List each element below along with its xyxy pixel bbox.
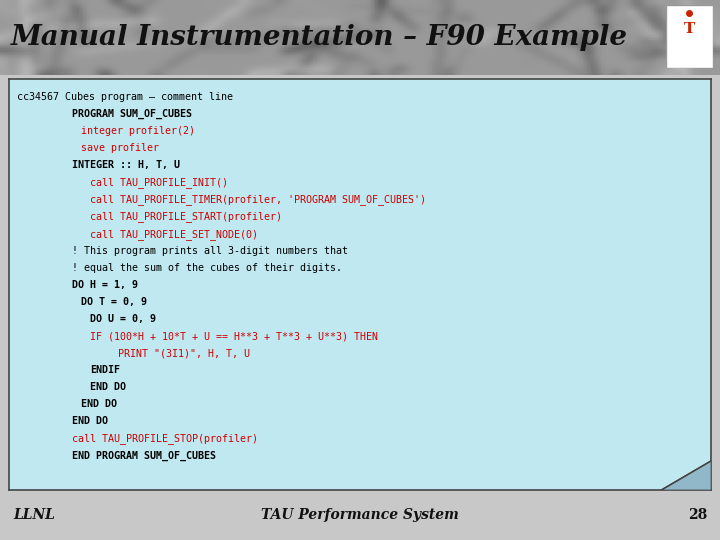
Text: ! equal the sum of the cubes of their digits.: ! equal the sum of the cubes of their di… (72, 263, 342, 273)
Text: ! This program prints all 3-digit numbers that: ! This program prints all 3-digit number… (72, 246, 348, 256)
Text: PROGRAM SUM_OF_CUBES: PROGRAM SUM_OF_CUBES (72, 109, 192, 119)
Text: IF (100*H + 10*T + U == H**3 + T**3 + U**3) THEN: IF (100*H + 10*T + U == H**3 + T**3 + U*… (90, 331, 378, 341)
Text: cc34567 Cubes program – comment line: cc34567 Cubes program – comment line (17, 92, 233, 102)
Text: INTEGER :: H, T, U: INTEGER :: H, T, U (72, 160, 180, 170)
Text: END PROGRAM SUM_OF_CUBES: END PROGRAM SUM_OF_CUBES (72, 450, 216, 461)
Text: call TAU_PROFILE_TIMER(profiler, 'PROGRAM SUM_OF_CUBES'): call TAU_PROFILE_TIMER(profiler, 'PROGRA… (90, 194, 426, 205)
Text: 28: 28 (688, 508, 707, 522)
Polygon shape (661, 461, 711, 490)
Text: Manual Instrumentation – F90 Example: Manual Instrumentation – F90 Example (11, 24, 628, 51)
Text: TAU Performance System: TAU Performance System (261, 508, 459, 522)
Text: END DO: END DO (90, 382, 126, 392)
Text: call TAU_PROFILE_INIT(): call TAU_PROFILE_INIT() (90, 177, 228, 188)
FancyBboxPatch shape (666, 5, 713, 68)
Text: END DO: END DO (81, 400, 117, 409)
Text: DO U = 0, 9: DO U = 0, 9 (90, 314, 156, 324)
Text: ENDIF: ENDIF (90, 365, 120, 375)
Text: call TAU_PROFILE_START(profiler): call TAU_PROFILE_START(profiler) (90, 212, 282, 222)
Text: integer profiler(2): integer profiler(2) (81, 126, 195, 136)
Text: PRINT "(3I1)", H, T, U: PRINT "(3I1)", H, T, U (117, 348, 250, 358)
Text: call TAU_PROFILE_STOP(profiler): call TAU_PROFILE_STOP(profiler) (72, 434, 258, 444)
Text: call TAU_PROFILE_SET_NODE(0): call TAU_PROFILE_SET_NODE(0) (90, 228, 258, 240)
Text: T: T (684, 22, 695, 36)
Text: END DO: END DO (72, 416, 108, 427)
Text: save profiler: save profiler (81, 143, 159, 153)
Text: LLNL: LLNL (13, 508, 55, 522)
Text: DO T = 0, 9: DO T = 0, 9 (81, 297, 147, 307)
Text: DO H = 1, 9: DO H = 1, 9 (72, 280, 138, 290)
